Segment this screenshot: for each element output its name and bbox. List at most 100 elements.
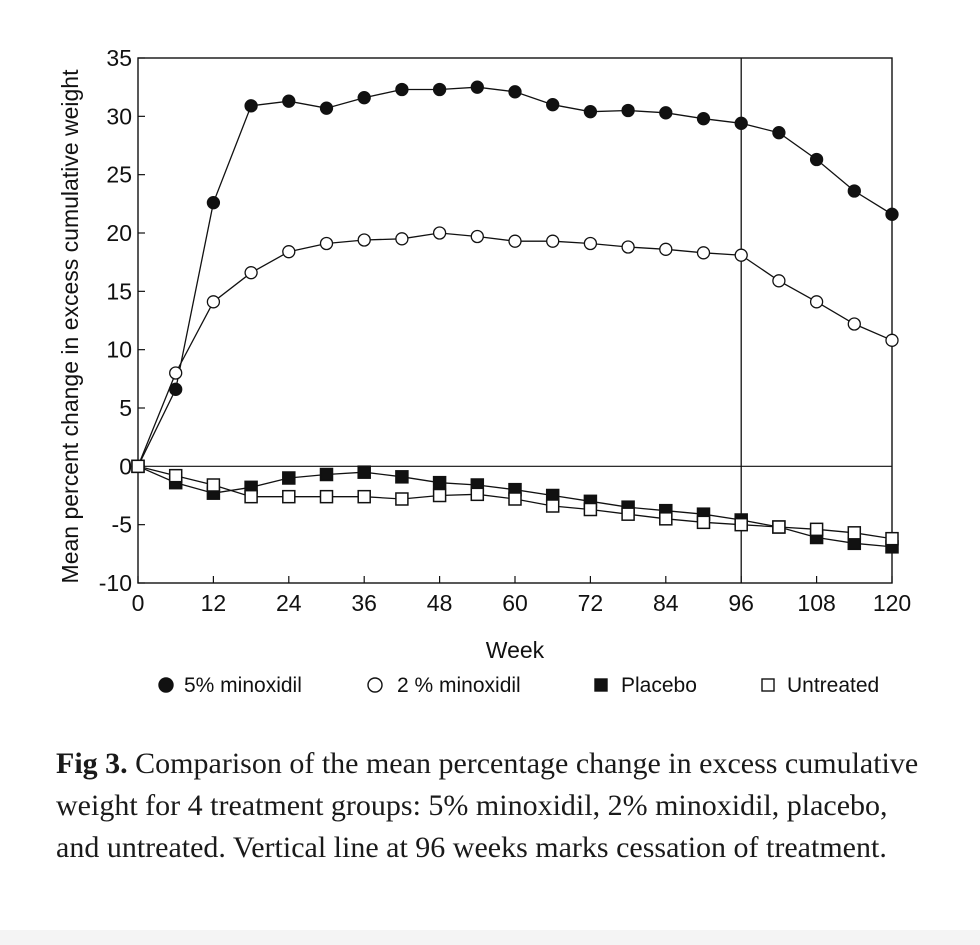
series-1-point [659, 106, 673, 120]
series-4-point [621, 507, 635, 521]
x-tick-label: 84 [653, 590, 679, 616]
series-2-point [282, 245, 296, 259]
series-line-3 [137, 465, 893, 548]
legend-marker-1 [158, 677, 174, 693]
series-3-point [432, 475, 447, 490]
x-tick-label: 0 [132, 590, 145, 616]
series-2-point [395, 232, 409, 246]
legend-label-4: Untreated [787, 674, 879, 697]
y-tick-label: 10 [106, 337, 132, 363]
x-tick-label: 48 [427, 590, 453, 616]
series-4-point [734, 517, 748, 532]
series-4-point [206, 478, 221, 492]
series-2-point [470, 229, 484, 244]
series-4-point [545, 499, 560, 513]
series-4-point [432, 488, 447, 503]
series-4-point [131, 459, 145, 474]
series-2-point [508, 234, 522, 248]
series-2-point [169, 366, 183, 380]
series-4-point [168, 468, 183, 483]
y-tick-label: -5 [112, 512, 132, 538]
chart: 35 30 25 20 15 10 5 0 -5 -10 0 12 24 36 48 60 72 84 96 108 1… [57, 45, 911, 697]
legend-marker-4 [761, 678, 775, 692]
series-2-point [659, 242, 673, 256]
x-tick-label: 24 [276, 590, 302, 616]
series-3-point [357, 465, 371, 479]
series-2-point [206, 295, 221, 309]
y-tick-label: 30 [106, 103, 132, 129]
series-1-point [244, 99, 258, 113]
caption-text: Comparison of the mean percentage change… [56, 747, 919, 864]
x-tick-label: 96 [728, 590, 754, 616]
legend-label-3: Placebo [621, 674, 697, 697]
y-tick-label: 35 [106, 45, 132, 71]
series-1-point [508, 85, 522, 99]
series-2-point [847, 317, 861, 331]
series-1-point [583, 105, 598, 119]
bottom-strip [0, 930, 980, 945]
y-tick-label: 25 [106, 162, 132, 188]
series-1-point [847, 184, 861, 198]
series-2-point [583, 236, 598, 251]
legend-label-2: 2 % minoxidil [397, 674, 521, 697]
series-3-point [395, 470, 409, 484]
series-4-point [357, 489, 371, 504]
series-1-point [470, 80, 484, 94]
series-3-point [319, 467, 334, 482]
series-2-point [357, 233, 371, 247]
x-tick-label: 12 [201, 590, 227, 616]
series-4-point [583, 502, 598, 517]
series-4-point [885, 531, 899, 546]
series-1-point [621, 103, 635, 118]
series-1-point [885, 207, 899, 221]
series-1-point [734, 116, 748, 130]
series-4-point [470, 487, 485, 502]
y-tick-label: 0 [119, 453, 132, 479]
series-4-point [508, 492, 522, 506]
series-2-point [734, 248, 748, 262]
series-2-point [621, 240, 635, 254]
series-4-point [847, 526, 862, 540]
x-tick-label: 36 [351, 590, 377, 616]
series-1-point [772, 126, 786, 140]
series-1-point [696, 112, 711, 126]
y-tick-label: 5 [119, 395, 132, 421]
legend-label-1: 5% minoxidil [184, 674, 302, 697]
series-3-point [282, 471, 296, 485]
series-4-point [395, 492, 409, 506]
series-1-point [169, 382, 183, 396]
x-tick-label: 108 [797, 590, 835, 616]
y-tick-label: 15 [106, 278, 132, 304]
series-2-point [432, 226, 447, 240]
series-1-point [395, 82, 409, 97]
series-1-point [809, 152, 824, 167]
series-2-point [244, 266, 258, 280]
series-2-point [546, 234, 560, 248]
y-axis-title: Mean percent change in excess cumulative… [57, 69, 83, 584]
series-1-point [282, 94, 296, 108]
y-tick-label: -10 [99, 570, 132, 596]
series-4-point [244, 489, 258, 504]
x-axis-title: Week [486, 637, 545, 663]
x-tick-label: 72 [578, 590, 604, 616]
x-tick-label: 60 [502, 590, 528, 616]
y-tick-label: 20 [106, 220, 132, 246]
series-1-point [319, 101, 334, 115]
x-tick-label: 120 [873, 590, 911, 616]
series-1-point [206, 196, 221, 210]
figure-caption: Fig 3. Comparison of the mean percentage… [56, 743, 936, 869]
series-4-point [696, 515, 711, 530]
series-4-point [809, 522, 824, 537]
series-4-point [772, 520, 786, 534]
series-4-point [282, 489, 296, 504]
series-2-point [885, 333, 899, 347]
caption-figure-label: Fig 3. [56, 747, 128, 780]
series-2-point [809, 295, 824, 309]
series-4-point [659, 512, 673, 526]
series-1-point [357, 91, 371, 105]
series-1-point [546, 98, 560, 112]
legend-marker-3 [594, 678, 608, 692]
series-4-point [319, 489, 334, 504]
series-2-point [696, 246, 711, 260]
